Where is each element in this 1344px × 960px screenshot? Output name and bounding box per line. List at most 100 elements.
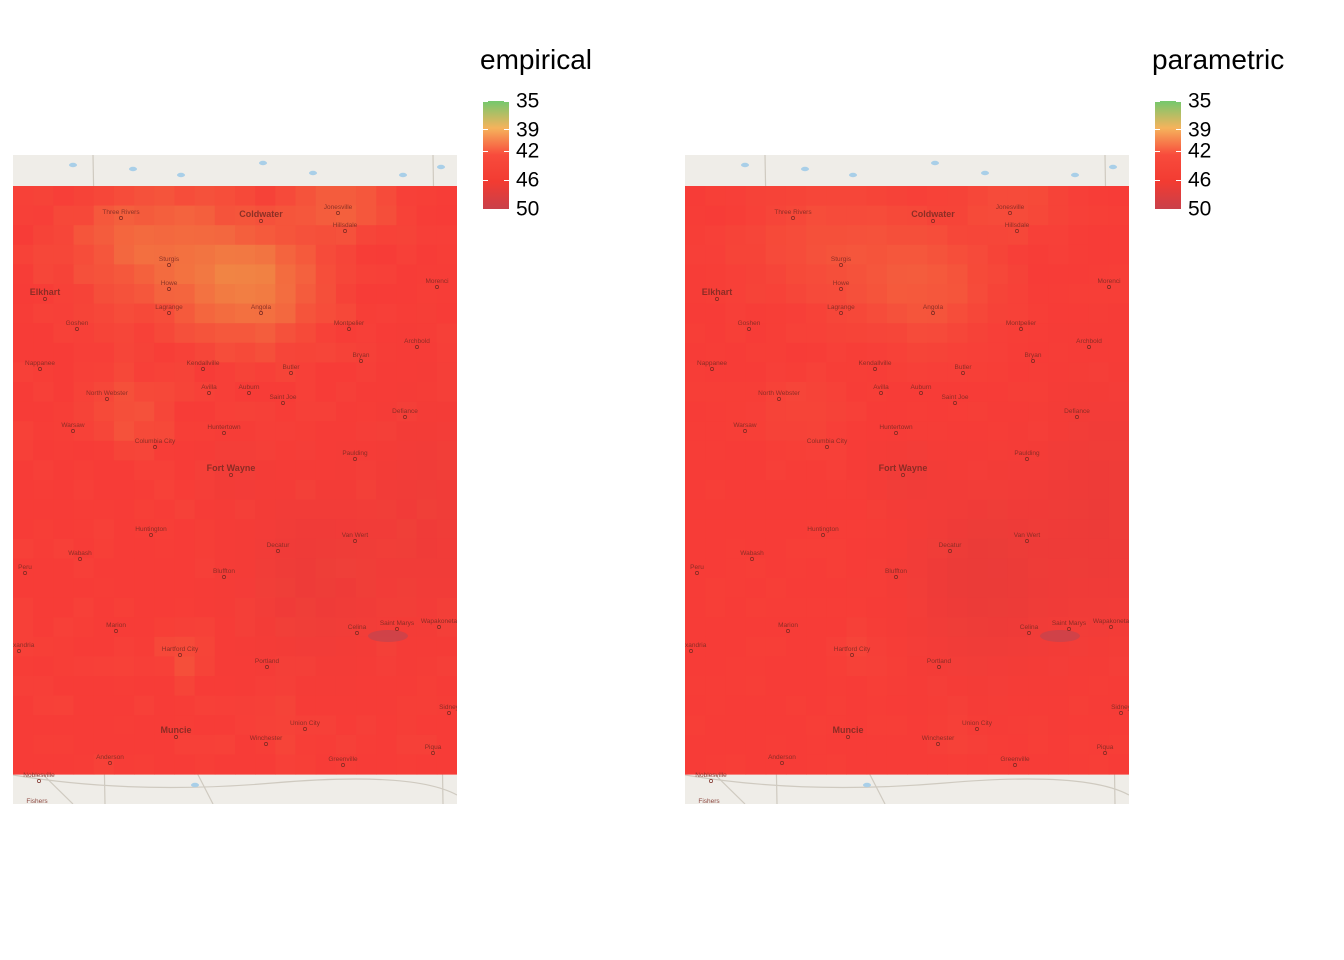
heat-cell [1108, 617, 1129, 638]
heat-cell [93, 754, 115, 775]
heat-cell [1088, 342, 1110, 363]
heat-cell [73, 499, 95, 520]
place-marker [1107, 285, 1111, 289]
place-label: Jonesville [996, 204, 1025, 211]
heat-cell [725, 636, 747, 657]
place-label: Marion [106, 622, 126, 629]
place-label: Avilla [201, 384, 217, 391]
heat-cell [13, 676, 34, 697]
heat-cell [295, 440, 317, 461]
heat-cell [806, 382, 827, 403]
place-marker [715, 297, 719, 301]
heat-cell [745, 382, 767, 403]
heat-cell [765, 597, 787, 618]
place-marker [17, 649, 21, 653]
heat-cell [436, 362, 457, 383]
heat-cell [214, 754, 236, 775]
heat-cell [174, 715, 196, 736]
heat-cell [134, 303, 155, 324]
parametric-map[interactable]: Three Rivers Coldwater Jonesville Hillsdale… [685, 155, 1129, 804]
heat-cell [53, 695, 75, 716]
heat-cell [416, 460, 438, 481]
heat-cell [725, 460, 747, 481]
heat-cell [846, 578, 868, 599]
heat-cell [376, 695, 398, 716]
heat-cell [275, 519, 297, 540]
heat-cell [255, 578, 276, 599]
heat-cell [174, 440, 196, 461]
heat-cell [13, 715, 34, 736]
heat-cell [93, 186, 115, 207]
heat-cell [947, 440, 969, 461]
heat-cell [275, 440, 297, 461]
heat-cell [214, 225, 236, 246]
empirical-map[interactable]: Three Rivers Coldwater Jonesville Hillsdale… [13, 155, 457, 804]
heat-cell [214, 499, 236, 520]
heat-cell [987, 578, 1009, 599]
heat-cell [396, 401, 418, 422]
heat-cell [967, 264, 989, 285]
heat-cell [725, 558, 747, 579]
place-label: Bluffton [885, 568, 907, 575]
heat-cell [376, 382, 398, 403]
heat-cell [356, 382, 377, 403]
heat-cell [174, 225, 196, 246]
heat-cell [1108, 519, 1129, 540]
heat-cell [113, 401, 135, 422]
heat-cell [275, 754, 297, 775]
heat-cell [396, 382, 418, 403]
heat-cell [335, 460, 357, 481]
heat-cell [73, 597, 95, 618]
heat-cell [396, 284, 418, 305]
heat-cell [33, 715, 54, 736]
heat-cell [1028, 401, 1049, 422]
heat-cell [174, 362, 196, 383]
heat-cell [93, 597, 115, 618]
heat-cell [705, 205, 726, 226]
heat-cell [1028, 636, 1049, 657]
heat-cell [154, 460, 176, 481]
heat-cell [356, 715, 377, 736]
heat-cell [356, 499, 377, 520]
heat-cell [907, 401, 928, 422]
heat-cell [376, 715, 398, 736]
heat-cell [1028, 519, 1049, 540]
heat-cell [846, 362, 868, 383]
place-label: Elkhart [30, 287, 61, 297]
heat-cell [947, 558, 969, 579]
heat-cell [73, 676, 95, 697]
heat-cell [356, 440, 377, 461]
heat-cell [93, 558, 115, 579]
place-label: Columbia City [135, 438, 176, 445]
legend-tick-label: 35 [516, 89, 540, 113]
heat-cell [235, 440, 256, 461]
place-label: Decatur [939, 542, 963, 549]
place-marker [149, 533, 153, 537]
heat-cell [396, 362, 418, 383]
heat-cell [947, 303, 969, 324]
heat-cell [416, 264, 438, 285]
heat-cell [1028, 362, 1049, 383]
heat-cell [376, 440, 398, 461]
heat-cell [154, 362, 176, 383]
place-marker [343, 229, 347, 233]
heat-cell [154, 656, 176, 677]
heat-cell [356, 519, 377, 540]
parametric-legend-colorbar [1155, 101, 1181, 209]
heat-cell [416, 597, 438, 618]
heat-cell [356, 205, 377, 226]
heat-cell [295, 597, 317, 618]
heat-cell [1068, 205, 1090, 226]
heat-cell [725, 538, 747, 559]
heat-cell [53, 558, 75, 579]
heat-cell [53, 342, 75, 363]
heat-cell [356, 284, 377, 305]
heat-cell [93, 284, 115, 305]
heat-cell [113, 695, 135, 716]
heat-cell [1108, 578, 1129, 599]
heat-cell [846, 225, 868, 246]
heat-cell [1108, 656, 1129, 677]
heat-cell [685, 695, 706, 716]
place-marker [247, 391, 251, 395]
heat-cell [967, 519, 989, 540]
